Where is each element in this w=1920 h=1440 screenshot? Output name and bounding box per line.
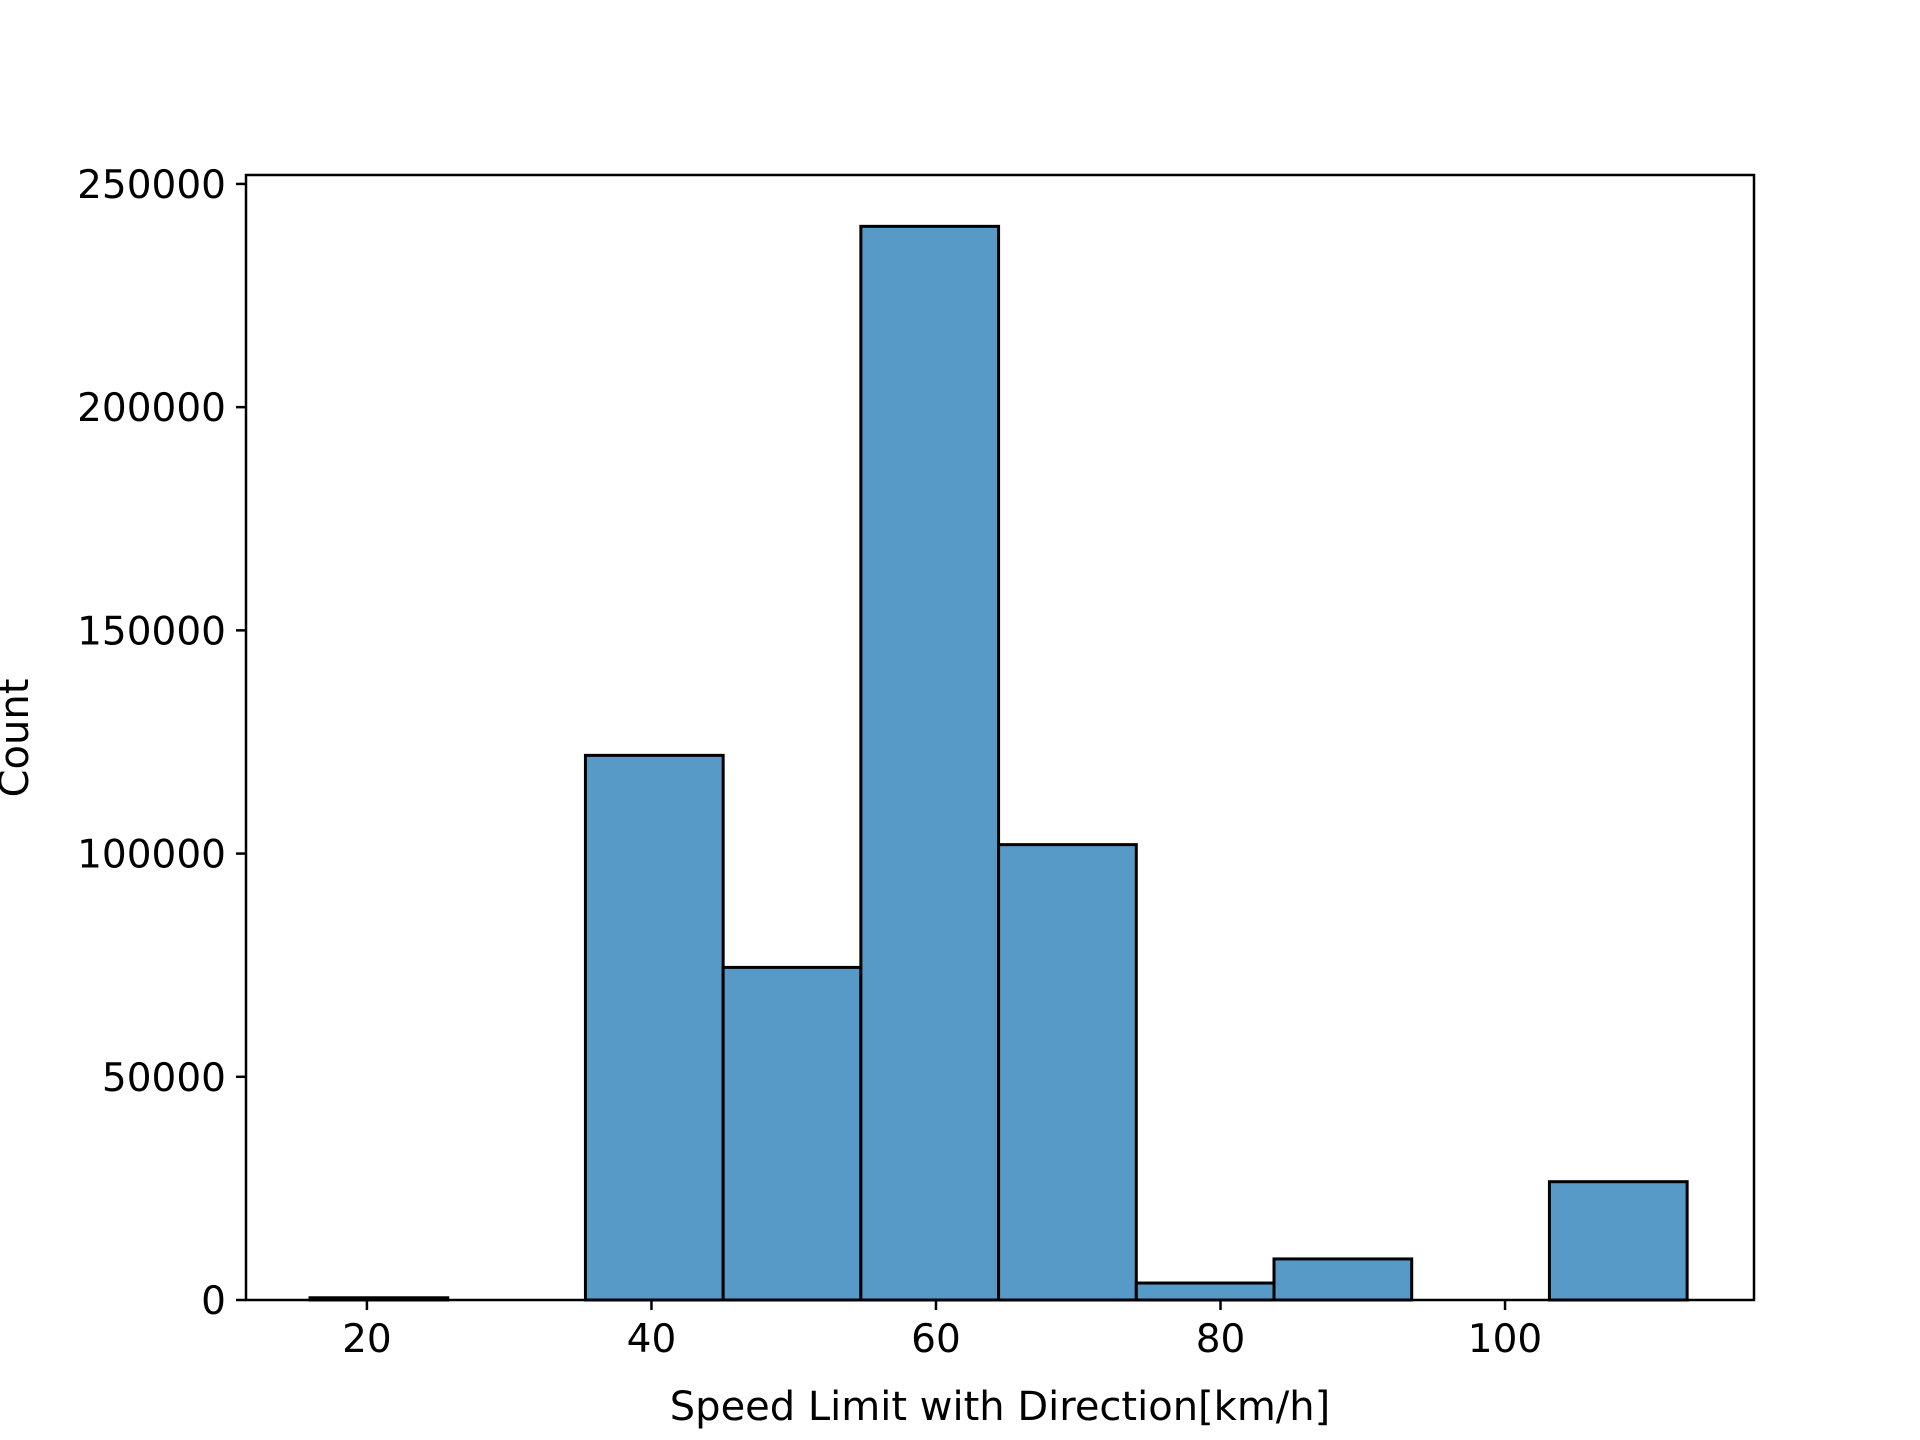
y-tick-label: 100000	[77, 833, 226, 878]
x-tick-label: 40	[627, 1317, 677, 1362]
y-tick-label: 150000	[77, 609, 226, 654]
x-tick-label: 80	[1196, 1317, 1246, 1362]
histogram-bar-7	[1272, 1257, 1414, 1302]
histogram-bar-5	[997, 843, 1138, 1302]
histogram-bar-4	[859, 224, 1001, 1302]
y-tick-label: 200000	[77, 386, 226, 431]
y-tick-label: 250000	[77, 163, 226, 208]
histogram-bar-6	[1134, 1281, 1276, 1302]
x-axis-title: Speed Limit with Direction[km/h]	[670, 1384, 1330, 1430]
x-axis: 20 40 60 80 100	[342, 1300, 1542, 1362]
plot-frame	[244, 173, 1756, 1302]
x-tick-label: 100	[1468, 1317, 1542, 1362]
histogram-bar-2	[583, 753, 725, 1302]
y-axis-title: Count	[0, 679, 38, 798]
y-tick-label: 50000	[102, 1056, 226, 1101]
histogram-bar-3	[721, 965, 863, 1302]
x-tick-label: 20	[342, 1317, 392, 1362]
histogram-bar-9	[1547, 1180, 1689, 1302]
y-tick-label: 0	[201, 1279, 226, 1324]
bars-layer	[308, 224, 1689, 1302]
y-axis: 0 50000 100000 150000 200000 250000	[77, 163, 246, 1324]
x-tick-label: 60	[911, 1317, 961, 1362]
